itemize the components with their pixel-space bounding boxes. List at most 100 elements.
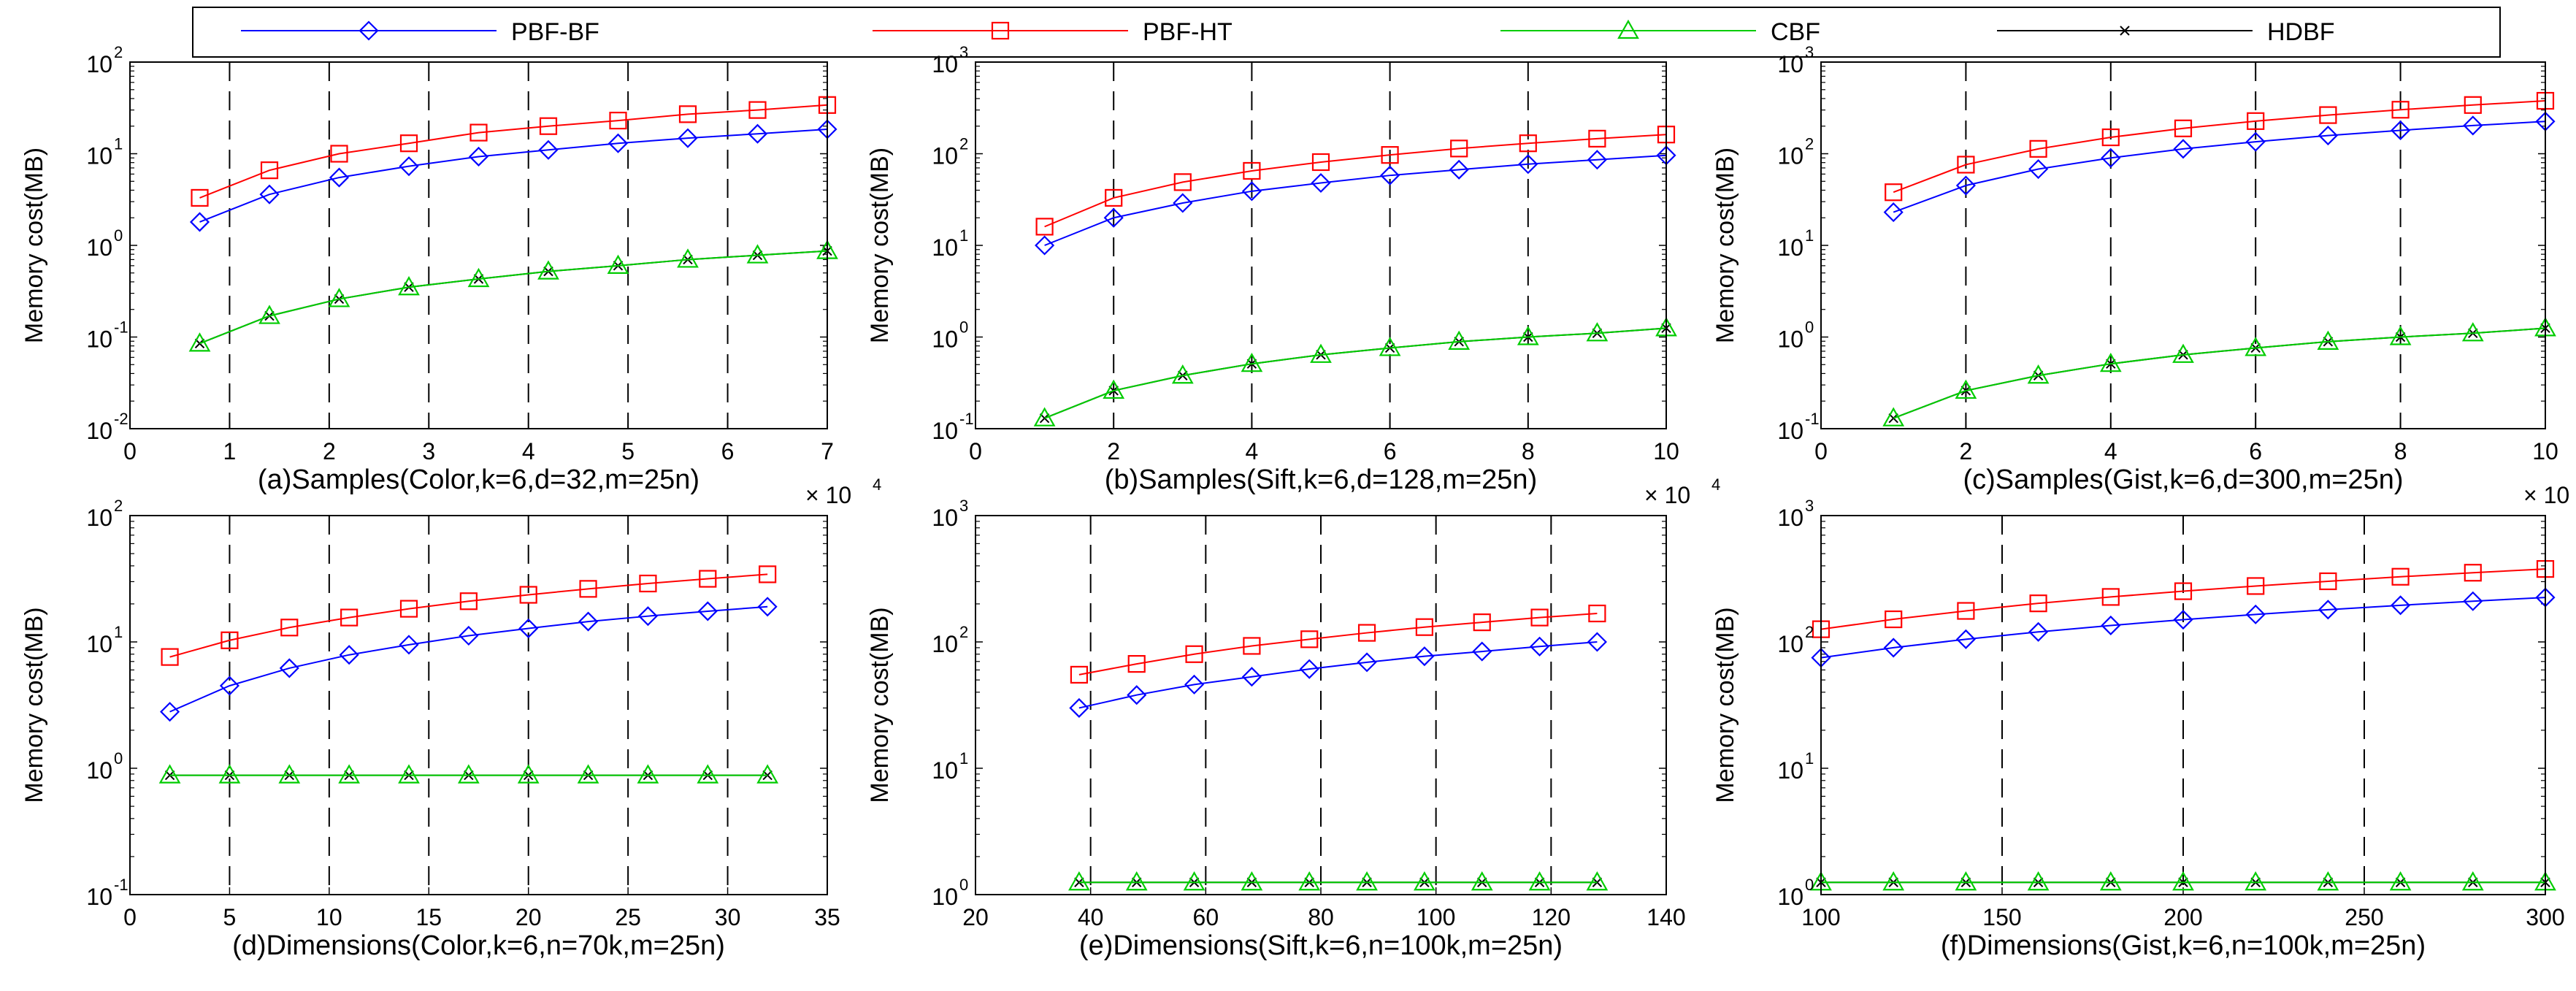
y-tick-base: 10: [1777, 757, 1803, 784]
data-point: [457, 764, 480, 784]
legend-marker-x-icon: [2120, 26, 2130, 36]
data-point: [1299, 659, 1319, 679]
y-tick-label: 10 0: [932, 318, 968, 353]
x-tick-label: 60: [1193, 904, 1219, 930]
data-point: [2173, 139, 2193, 159]
data-point: [2461, 871, 2484, 891]
y-axis-label: Memory cost(MB): [20, 607, 48, 803]
y-tick-label: 10 0: [86, 749, 123, 784]
data-point: [1105, 188, 1123, 207]
y-tick-label: 10 1: [932, 226, 968, 261]
data-point: [759, 565, 777, 583]
data-point: [518, 618, 539, 639]
plot-area: [130, 62, 827, 429]
data-point: [161, 648, 179, 666]
data-point: [1519, 134, 1537, 153]
y-tick-exponent: 0: [959, 318, 968, 337]
data-point: [1448, 330, 1471, 350]
series-pbf-ht: [191, 96, 837, 207]
data-point: [221, 631, 239, 649]
data-point: [469, 123, 488, 142]
data-point: [1357, 624, 1376, 642]
data-point: [2029, 594, 2047, 613]
series-pbf-ht: [1070, 604, 1606, 684]
data-point: [339, 645, 359, 665]
data-point: [1298, 871, 1321, 891]
series-line: [1078, 613, 1598, 676]
y-tick-label: 10 2: [86, 497, 123, 531]
y-tick-base: 10: [1777, 326, 1803, 353]
x-multiplier-base: × 10: [805, 482, 851, 508]
data-point: [2463, 591, 2483, 611]
data-point: [1955, 175, 1976, 196]
data-point: [1449, 159, 1469, 180]
data-point: [2317, 330, 2339, 350]
data-point: [279, 658, 299, 678]
y-tick-label: 10 -1: [86, 318, 128, 353]
y-tick-base: 10: [86, 234, 112, 261]
data-point: [2172, 871, 2194, 891]
data-point: [2463, 115, 2483, 136]
data-point: [1356, 871, 1378, 891]
data-point: [258, 305, 280, 324]
x-tick-label: 0: [1814, 438, 1828, 464]
data-point: [1243, 637, 1261, 655]
data-point: [1528, 871, 1551, 891]
y-axis-label: Memory cost(MB): [866, 148, 894, 343]
y-tick-exponent: -1: [114, 876, 129, 894]
y-tick-label: 10 -1: [1777, 410, 1819, 444]
series-line: [169, 605, 768, 713]
data-point: [459, 592, 478, 611]
data-point: [338, 764, 361, 784]
y-tick-exponent: 3: [959, 497, 968, 515]
y-tick-base: 10: [1777, 631, 1803, 657]
data-point: [1070, 665, 1089, 684]
x-tick-label: 8: [2394, 438, 2407, 464]
data-point: [2101, 615, 2121, 636]
y-tick-base: 10: [932, 418, 958, 444]
data-point: [1125, 871, 1148, 891]
data-point: [1033, 407, 1056, 426]
y-tick-label: 10 2: [1777, 135, 1814, 169]
data-point: [2464, 96, 2482, 114]
x-tick-label: 10: [316, 904, 342, 930]
data-point: [219, 676, 239, 696]
y-tick-base: 10: [1777, 234, 1803, 261]
data-point: [1883, 202, 1904, 223]
chart-caption: (b)Samples(Sift,k=6,d=128,m=25n): [1105, 464, 1537, 495]
data-point: [746, 244, 769, 264]
y-tick-exponent: 2: [114, 43, 123, 61]
x-tick-label: 0: [123, 904, 137, 930]
x-tick-label: 15: [415, 904, 442, 930]
y-tick-base: 10: [932, 326, 958, 353]
x-multiplier-exponent: 4: [873, 475, 881, 494]
y-tick-label: 10 0: [932, 876, 968, 910]
y-tick-base: 10: [932, 505, 958, 531]
data-point: [537, 260, 559, 280]
plot-area: [130, 516, 827, 895]
x-axis-multiplier: × 104: [2523, 482, 2569, 508]
data-point: [757, 597, 778, 617]
data-point: [1472, 641, 1492, 662]
x-tick-label: 140: [1647, 904, 1685, 930]
legend-marker-triangle-icon: [1617, 19, 1639, 39]
legend-label: HDBF: [2267, 18, 2335, 46]
data-point: [2247, 577, 2265, 595]
y-tick-exponent: -1: [1805, 410, 1820, 428]
data-point: [1587, 632, 1607, 652]
y-tick-exponent: 1: [1805, 226, 1814, 245]
data-point: [678, 105, 697, 123]
y-tick-exponent: -2: [114, 410, 129, 428]
series-pbf-ht: [1812, 559, 2555, 638]
data-point: [2028, 621, 2049, 642]
y-tick-label: 10 -1: [86, 876, 128, 910]
y-tick-base: 10: [932, 757, 958, 784]
data-point: [2318, 126, 2338, 146]
data-point: [1518, 154, 1538, 175]
y-tick-label: 10 -2: [86, 410, 128, 444]
x-tick-label: 8: [1522, 438, 1535, 464]
x-multiplier-base: × 10: [1644, 482, 1690, 508]
data-point: [2464, 564, 2482, 582]
y-tick-base: 10: [1777, 51, 1803, 77]
